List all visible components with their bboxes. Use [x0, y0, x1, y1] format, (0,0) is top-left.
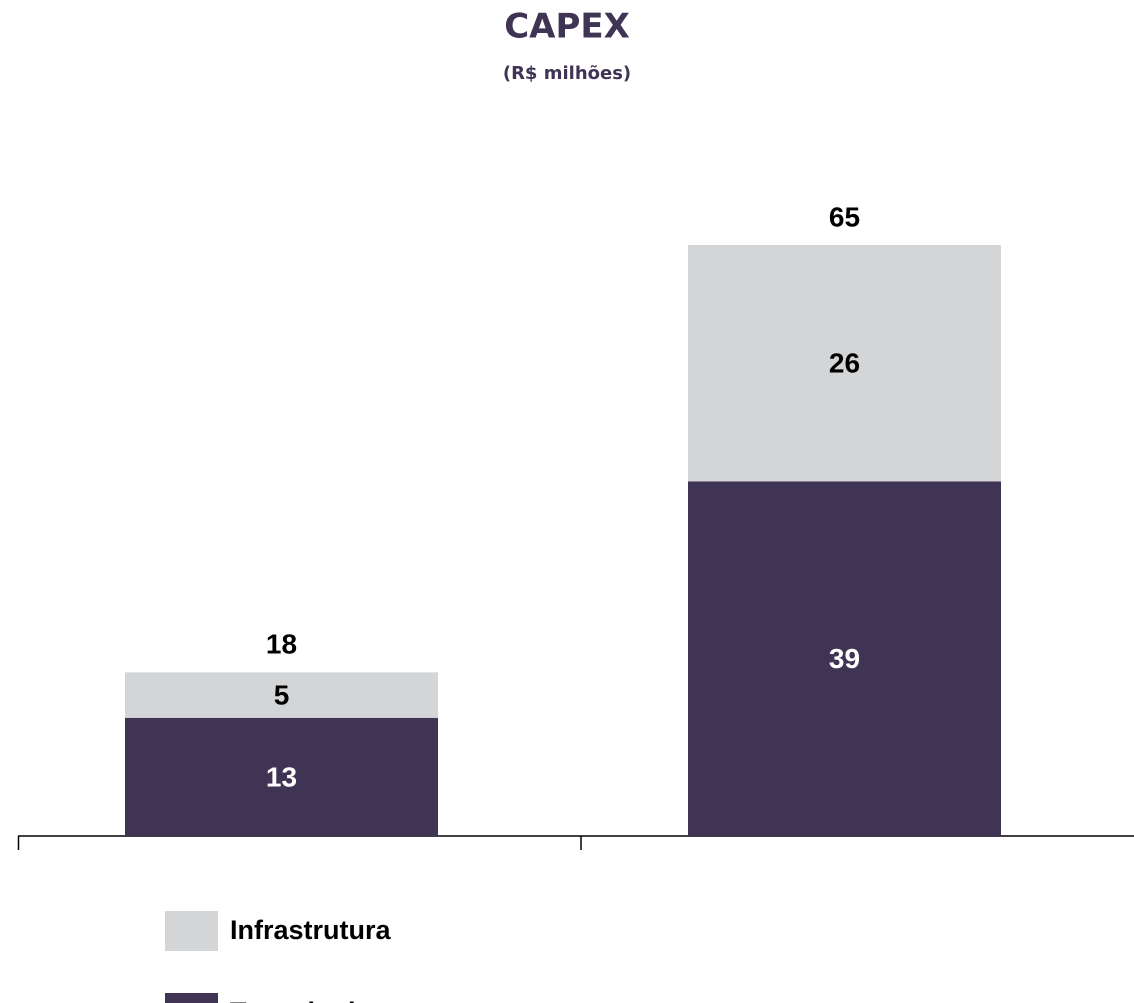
legend-swatch [165, 993, 218, 1003]
total-label: 65 [829, 201, 860, 232]
data-label: 5 [274, 679, 290, 710]
bar-segment [125, 717, 438, 836]
legend-swatch [165, 911, 218, 951]
data-label: 39 [829, 643, 860, 674]
bar-segment [688, 481, 1001, 836]
bar-segment [688, 245, 1001, 482]
data-label: 13 [266, 761, 297, 792]
bar-segment [125, 672, 438, 718]
chart-subtitle: (R$ milhões) [503, 63, 631, 84]
legend-label: Infrastrutura [230, 915, 392, 945]
data-label: 26 [829, 348, 860, 379]
chart-title: CAPEX [504, 7, 630, 47]
total-label: 18 [266, 629, 297, 660]
legend-label: Tecnologia [230, 997, 371, 1003]
